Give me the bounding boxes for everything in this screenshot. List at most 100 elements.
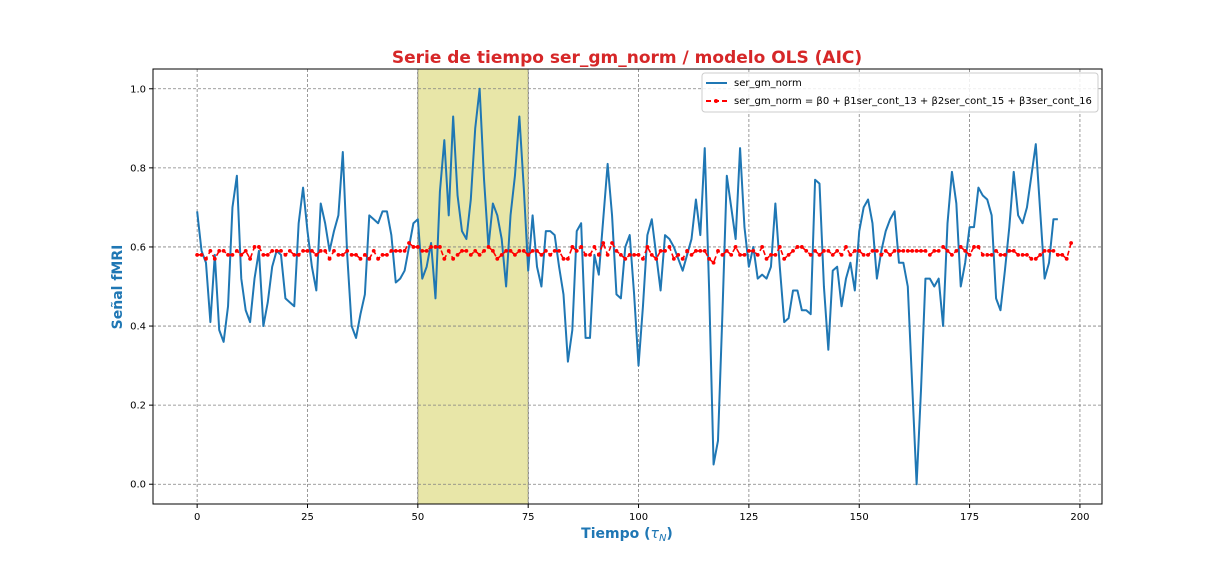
ols-model-point	[685, 249, 689, 253]
ols-model-point	[627, 252, 632, 257]
ols-model-point	[261, 252, 266, 257]
ols-model-point	[636, 252, 641, 257]
x-tick-label: 150	[850, 512, 869, 523]
ols-model-point	[561, 256, 566, 261]
ols-model-point	[535, 249, 539, 253]
ols-model-point	[243, 249, 248, 253]
ols-model-point	[570, 245, 575, 249]
ols-model-point	[583, 252, 588, 257]
ols-model-point	[345, 249, 350, 253]
ols-model-point	[932, 249, 937, 253]
y-tick-label: 0.4	[130, 322, 146, 333]
ols-model-point	[499, 252, 504, 257]
ols-model-point	[415, 245, 420, 249]
ols-model-point	[287, 249, 292, 253]
ols-model-point	[358, 256, 363, 261]
ols-model-point	[1033, 256, 1038, 261]
x-tick-label: 75	[522, 512, 535, 523]
ols-model-point	[804, 249, 809, 253]
ols-model-point	[742, 252, 747, 257]
x-tick-label: 125	[739, 512, 758, 523]
ols-model-point	[283, 252, 288, 257]
ols-model-point	[817, 252, 822, 257]
ols-model-point	[252, 245, 257, 249]
ols-model-point	[402, 249, 407, 253]
ols-model-point	[208, 249, 213, 253]
ols-model-point	[1020, 252, 1025, 257]
ols-model-point	[212, 256, 217, 261]
ols-model-point	[296, 252, 301, 257]
ols-model-point	[689, 252, 694, 257]
ols-model-point	[618, 252, 623, 257]
ols-model-point	[239, 252, 244, 257]
ols-model-point	[1011, 249, 1016, 253]
ols-model-point	[548, 252, 553, 257]
ols-model-point	[799, 245, 804, 249]
ols-model-point	[866, 252, 870, 257]
ols-model-point	[301, 249, 305, 253]
ols-model-point	[1055, 252, 1060, 257]
ols-model-point	[786, 252, 791, 257]
ols-model-point	[543, 249, 548, 253]
ols-model-point	[265, 252, 270, 257]
ols-model-point	[702, 249, 707, 253]
ols-model-point	[733, 245, 738, 249]
ols-model-point	[221, 249, 226, 253]
ols-model-point	[777, 245, 782, 249]
ols-model-point	[897, 249, 901, 253]
ols-model-point	[857, 249, 862, 253]
ols-model-point	[667, 245, 672, 249]
ols-model-point	[707, 256, 712, 261]
ols-model-point	[680, 256, 685, 261]
ols-model-point	[910, 249, 915, 253]
ols-model-point	[870, 249, 875, 253]
ols-model-point	[195, 252, 200, 257]
ols-model-point	[482, 249, 486, 253]
x-axis-label-main: Tiempo (	[581, 526, 650, 542]
ols-model-point	[1038, 252, 1043, 257]
ols-model-point	[451, 256, 456, 261]
ols-model-point	[468, 252, 473, 257]
ols-model-point	[310, 249, 314, 253]
ols-model-point	[822, 249, 826, 253]
ols-model-point	[963, 249, 968, 253]
ols-model-point	[782, 256, 787, 261]
ols-model-point	[389, 249, 394, 253]
ols-model-point	[292, 252, 297, 257]
y-tick-label: 0.2	[130, 401, 146, 412]
ols-model-point	[217, 249, 222, 253]
ols-model-point	[980, 252, 985, 257]
ols-model-point	[442, 256, 447, 261]
ols-model-point	[349, 252, 354, 257]
ols-model-point	[1069, 241, 1074, 245]
ols-model-point	[455, 252, 460, 257]
ols-model-point	[989, 252, 994, 257]
ols-model-point	[199, 252, 204, 257]
ols-model-point	[883, 249, 888, 253]
ols-model-point	[270, 249, 275, 253]
ols-model-point	[407, 241, 411, 245]
ols-model-point	[340, 252, 345, 257]
ols-model-point	[614, 249, 619, 253]
ols-model-point	[504, 249, 509, 253]
ols-model-point	[972, 245, 976, 249]
ols-model-point	[1047, 249, 1051, 253]
ols-model-point	[751, 249, 756, 253]
ols-model-point	[641, 256, 645, 261]
ols-model-point	[380, 252, 385, 257]
ols-model-point	[601, 241, 606, 245]
ols-model-point	[888, 252, 893, 257]
ols-model-point	[323, 249, 328, 253]
ols-model-point	[539, 252, 544, 257]
ols-model-point	[230, 252, 235, 257]
ols-model-point	[588, 252, 592, 257]
ols-model-point	[508, 249, 513, 253]
ols-model-point	[795, 245, 800, 249]
ols-model-point	[769, 252, 773, 257]
ols-model-point	[941, 245, 945, 249]
ols-model-point	[711, 260, 716, 265]
ols-model-point	[248, 256, 253, 261]
ols-model-point	[1042, 249, 1047, 253]
ols-model-point	[460, 249, 464, 253]
ols-model-point	[830, 252, 835, 257]
